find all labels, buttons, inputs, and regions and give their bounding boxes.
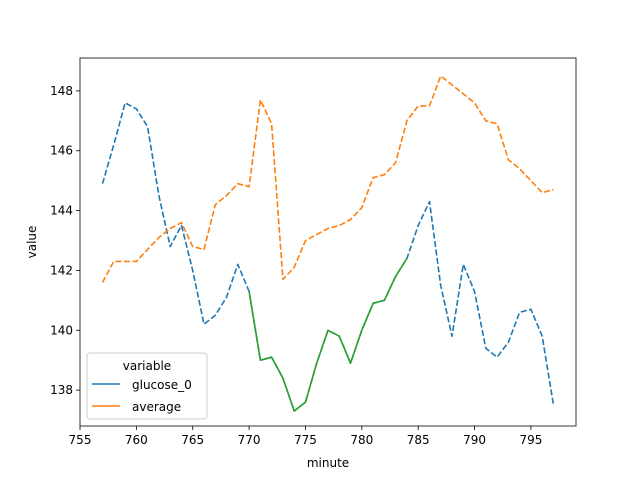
y-axis: 138 140 142 144 146 148 <box>50 84 80 397</box>
x-tick-label: 795 <box>519 433 542 447</box>
plot-frame <box>79 57 577 427</box>
x-tick-label: 765 <box>181 433 204 447</box>
y-tick-label: 144 <box>50 204 73 218</box>
legend-box <box>86 352 208 420</box>
x-tick-label: 780 <box>350 433 373 447</box>
legend: variable glucose_0 average <box>86 352 208 420</box>
y-axis-label: value <box>25 226 39 259</box>
x-tick-label: 755 <box>69 433 92 447</box>
y-tick-label: 138 <box>50 383 73 397</box>
x-tick-label: 775 <box>294 433 317 447</box>
x-axis: 755 760 765 770 775 780 785 790 795 <box>69 426 542 447</box>
x-tick-label: 785 <box>407 433 430 447</box>
series-layer <box>101 75 555 412</box>
x-tick-label: 790 <box>463 433 486 447</box>
y-tick-label: 140 <box>50 323 73 337</box>
legend-label-average: average <box>132 400 181 414</box>
y-tick-label: 142 <box>50 263 73 277</box>
legend-label-glucose_0: glucose_0 <box>132 378 192 392</box>
x-tick-label: 760 <box>125 433 148 447</box>
series-line-average <box>101 75 554 283</box>
x-axis-label: minute <box>307 456 349 470</box>
legend-title: variable <box>123 359 171 373</box>
series-line-highlight <box>248 258 408 412</box>
x-tick-label: 770 <box>238 433 261 447</box>
y-tick-label: 148 <box>50 84 73 98</box>
y-tick-label: 146 <box>50 144 73 158</box>
